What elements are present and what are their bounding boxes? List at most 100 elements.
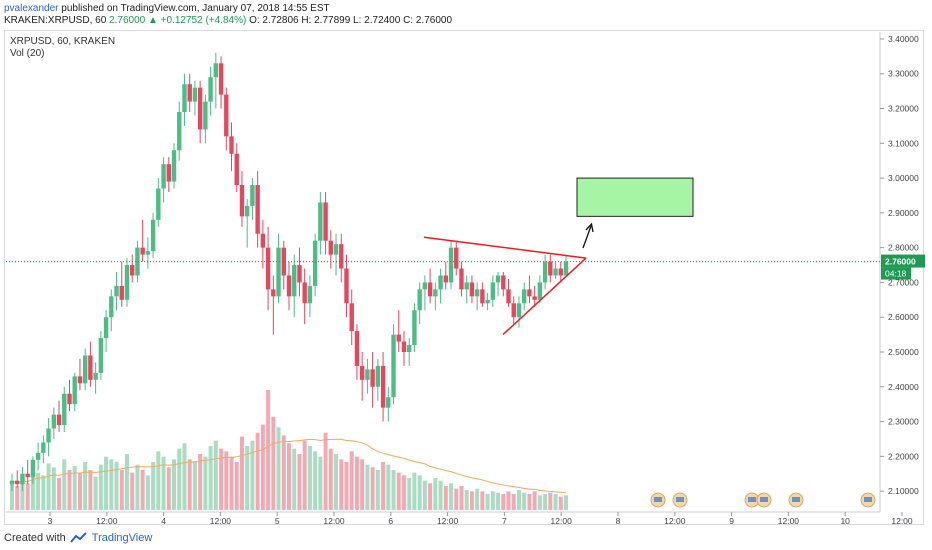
- candle-body[interactable]: [30, 459, 36, 478]
- candle-body[interactable]: [93, 372, 98, 380]
- candle-body[interactable]: [56, 414, 62, 426]
- candle-body[interactable]: [161, 164, 166, 189]
- tradingview-brand[interactable]: TradingView: [91, 532, 153, 544]
- candle-body[interactable]: [25, 473, 30, 478]
- candle-body[interactable]: [77, 376, 83, 384]
- candle-body[interactable]: [271, 289, 276, 297]
- candle-body[interactable]: [349, 303, 354, 332]
- candle-body[interactable]: [244, 205, 250, 217]
- candle-body[interactable]: [333, 244, 339, 255]
- candle-body[interactable]: [307, 285, 313, 304]
- candle-body[interactable]: [328, 240, 334, 255]
- candle-body[interactable]: [98, 338, 104, 373]
- candle-body[interactable]: [527, 289, 532, 297]
- candle-body[interactable]: [448, 247, 454, 283]
- candle-body[interactable]: [302, 282, 307, 304]
- candle-body[interactable]: [401, 341, 407, 352]
- candle-body[interactable]: [474, 289, 480, 297]
- candle-body[interactable]: [454, 247, 459, 269]
- candle-body[interactable]: [516, 303, 522, 318]
- candle-body[interactable]: [511, 303, 516, 318]
- candle-body[interactable]: [417, 289, 422, 311]
- candle-body[interactable]: [542, 261, 548, 283]
- candle-body[interactable]: [265, 247, 271, 290]
- candle-body[interactable]: [119, 285, 124, 300]
- candle-body[interactable]: [443, 275, 448, 283]
- publisher-name[interactable]: pvalexander: [4, 3, 59, 14]
- candle-body[interactable]: [20, 473, 25, 485]
- candle-body[interactable]: [532, 296, 537, 300]
- candle-body[interactable]: [286, 275, 292, 297]
- candle-body[interactable]: [380, 365, 386, 408]
- candle-body[interactable]: [365, 369, 370, 380]
- candle-body[interactable]: [548, 261, 553, 276]
- candle-body[interactable]: [203, 101, 208, 130]
- candle-body[interactable]: [495, 275, 501, 283]
- candle-body[interactable]: [15, 480, 20, 485]
- candle-body[interactable]: [124, 265, 130, 300]
- candle-body[interactable]: [339, 244, 344, 269]
- candle-body[interactable]: [318, 202, 323, 241]
- candle-body[interactable]: [391, 334, 396, 398]
- candle-body[interactable]: [506, 289, 511, 304]
- candle-body[interactable]: [224, 94, 229, 137]
- candle-body[interactable]: [375, 365, 381, 387]
- candle-body[interactable]: [72, 376, 77, 405]
- candle-body[interactable]: [344, 268, 349, 304]
- resistance-trendline[interactable]: [423, 236, 587, 259]
- candle-body[interactable]: [192, 87, 198, 102]
- candle-body[interactable]: [156, 188, 161, 220]
- candle-body[interactable]: [553, 268, 558, 276]
- candle-body[interactable]: [407, 345, 412, 352]
- candle-body[interactable]: [354, 331, 360, 366]
- candle-body[interactable]: [140, 247, 145, 255]
- candle-body[interactable]: [130, 265, 135, 276]
- candle-body[interactable]: [35, 452, 41, 460]
- candle-body[interactable]: [521, 289, 527, 304]
- candle-body[interactable]: [276, 247, 281, 297]
- candle-body[interactable]: [213, 63, 219, 78]
- candle-body[interactable]: [469, 282, 475, 297]
- breakout-arrow-shaft[interactable]: [582, 225, 592, 249]
- candle-body[interactable]: [150, 219, 156, 252]
- candle-body[interactable]: [370, 369, 375, 387]
- candle-body[interactable]: [9, 480, 15, 485]
- candle-body[interactable]: [229, 136, 234, 154]
- candle-body[interactable]: [427, 282, 433, 297]
- candle-body[interactable]: [208, 77, 213, 102]
- candle-body[interactable]: [412, 310, 417, 346]
- candle-body[interactable]: [312, 240, 318, 286]
- candle-body[interactable]: [396, 334, 401, 342]
- candle-body[interactable]: [82, 355, 88, 384]
- candle-body[interactable]: [135, 247, 140, 276]
- candle-body[interactable]: [46, 428, 51, 443]
- candle-body[interactable]: [103, 317, 109, 339]
- candle-body[interactable]: [145, 251, 151, 255]
- candle-body[interactable]: [292, 265, 297, 297]
- candle-body[interactable]: [323, 202, 328, 241]
- candle-body[interactable]: [166, 164, 171, 182]
- candle-body[interactable]: [459, 268, 464, 290]
- candle-body[interactable]: [187, 84, 192, 102]
- candle-body[interactable]: [62, 393, 67, 426]
- target-zone-box[interactable]: [576, 177, 694, 217]
- candle-body[interactable]: [114, 285, 119, 297]
- candle-body[interactable]: [422, 282, 428, 290]
- support-trendline[interactable]: [502, 257, 587, 336]
- candle-body[interactable]: [218, 63, 224, 95]
- candle-body[interactable]: [255, 185, 260, 234]
- candle-body[interactable]: [182, 84, 187, 112]
- candle-body[interactable]: [109, 296, 114, 318]
- candle-body[interactable]: [41, 442, 46, 453]
- candle-body[interactable]: [260, 233, 266, 248]
- candle-body[interactable]: [433, 289, 438, 297]
- candle-body[interactable]: [234, 153, 239, 186]
- candle-body[interactable]: [563, 261, 569, 276]
- candle-body[interactable]: [250, 185, 255, 206]
- candle-body[interactable]: [490, 282, 496, 300]
- candle-body[interactable]: [281, 247, 286, 276]
- candle-body[interactable]: [359, 365, 365, 380]
- candle-body[interactable]: [537, 282, 543, 300]
- candle-body[interactable]: [438, 275, 443, 290]
